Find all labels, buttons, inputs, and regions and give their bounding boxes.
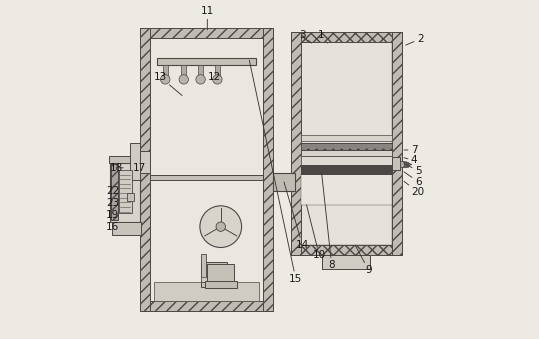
Bar: [140, 28, 150, 311]
Bar: [181, 65, 186, 78]
Text: 9: 9: [355, 245, 372, 275]
Bar: [205, 281, 237, 288]
Bar: [292, 32, 402, 42]
Circle shape: [216, 222, 225, 231]
Bar: [130, 143, 140, 180]
Text: 2: 2: [406, 34, 424, 45]
Bar: [263, 28, 273, 311]
Text: 4: 4: [404, 155, 417, 165]
Bar: [404, 162, 409, 167]
Bar: [201, 277, 219, 282]
Bar: [201, 262, 227, 287]
Text: 11: 11: [201, 6, 214, 30]
Circle shape: [213, 75, 222, 84]
Bar: [140, 28, 273, 38]
Text: 12: 12: [208, 72, 220, 82]
Text: 13: 13: [154, 72, 182, 96]
Circle shape: [179, 75, 189, 84]
Bar: [392, 32, 402, 255]
Bar: [154, 282, 259, 301]
Bar: [301, 150, 392, 156]
Text: 20: 20: [404, 181, 425, 197]
Bar: [301, 156, 392, 165]
Bar: [150, 38, 263, 301]
Text: 6: 6: [404, 172, 421, 186]
Text: 7: 7: [404, 145, 417, 155]
Bar: [140, 151, 150, 173]
Bar: [163, 65, 168, 78]
Bar: [150, 175, 263, 180]
Bar: [110, 163, 140, 222]
Text: 18: 18: [110, 163, 123, 173]
Circle shape: [161, 75, 170, 84]
Bar: [301, 135, 392, 141]
Bar: [157, 58, 256, 65]
Text: 19: 19: [106, 210, 119, 220]
Bar: [112, 222, 141, 235]
Text: 8: 8: [322, 173, 335, 270]
Bar: [292, 245, 402, 255]
Bar: [301, 165, 392, 174]
Text: 3: 3: [299, 30, 312, 43]
Bar: [119, 170, 132, 213]
Text: 22: 22: [106, 186, 119, 196]
Text: 14: 14: [284, 182, 309, 250]
Text: 17: 17: [133, 163, 146, 173]
Text: 15: 15: [250, 60, 302, 284]
Bar: [208, 264, 234, 282]
Bar: [301, 143, 392, 150]
Bar: [392, 157, 399, 170]
Circle shape: [196, 75, 205, 84]
Bar: [301, 42, 392, 245]
Bar: [198, 65, 203, 78]
Text: 16: 16: [106, 222, 119, 232]
Bar: [140, 301, 273, 311]
Bar: [322, 255, 370, 269]
Bar: [399, 161, 404, 167]
Bar: [112, 164, 118, 220]
Bar: [273, 173, 295, 191]
Bar: [109, 156, 144, 163]
Bar: [127, 193, 134, 201]
Text: 5: 5: [404, 163, 421, 176]
Text: 10: 10: [307, 205, 326, 260]
Bar: [201, 254, 206, 282]
Text: 1: 1: [319, 30, 327, 43]
Bar: [301, 174, 392, 205]
Bar: [215, 65, 220, 78]
Bar: [292, 32, 301, 255]
Text: 23: 23: [106, 198, 119, 208]
Circle shape: [200, 206, 241, 247]
